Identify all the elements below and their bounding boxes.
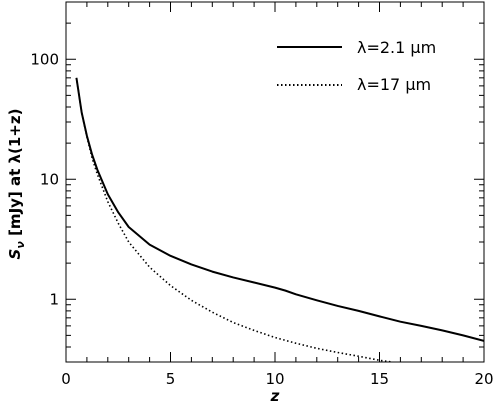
x-tick-label: 15: [370, 370, 389, 388]
series-line-2-1um: [75, 77, 484, 342]
y-tick-label: 10: [40, 170, 59, 188]
x-tick-label: 5: [166, 370, 176, 388]
legend: λ=2.1 μm λ=17 μm: [277, 38, 436, 94]
x-tick-label: 10: [265, 370, 284, 388]
legend-label-17um: λ=17 μm: [357, 75, 431, 94]
x-axis-title: z: [270, 387, 280, 405]
series-line-17um: [75, 77, 393, 362]
tick-labels: 0 5 10 15 20 1 10 100: [30, 50, 493, 388]
x-tick-label: 0: [61, 370, 71, 388]
legend-label-2-1um: λ=2.1 μm: [357, 38, 436, 57]
ticks: [65, 1, 485, 363]
y-axis-title-rest: [mJy] at λ(1+z): [6, 109, 24, 242]
y-tick-label: 1: [49, 290, 59, 308]
y-axis-title: Sν [mJy] at λ(1+z): [6, 109, 27, 260]
y-tick-label: 100: [30, 50, 59, 68]
y-axis-title-subscript: ν: [14, 241, 27, 249]
series: [75, 77, 484, 362]
y-axis-title-symbol: S: [6, 249, 24, 260]
x-tick-label: 20: [474, 370, 493, 388]
